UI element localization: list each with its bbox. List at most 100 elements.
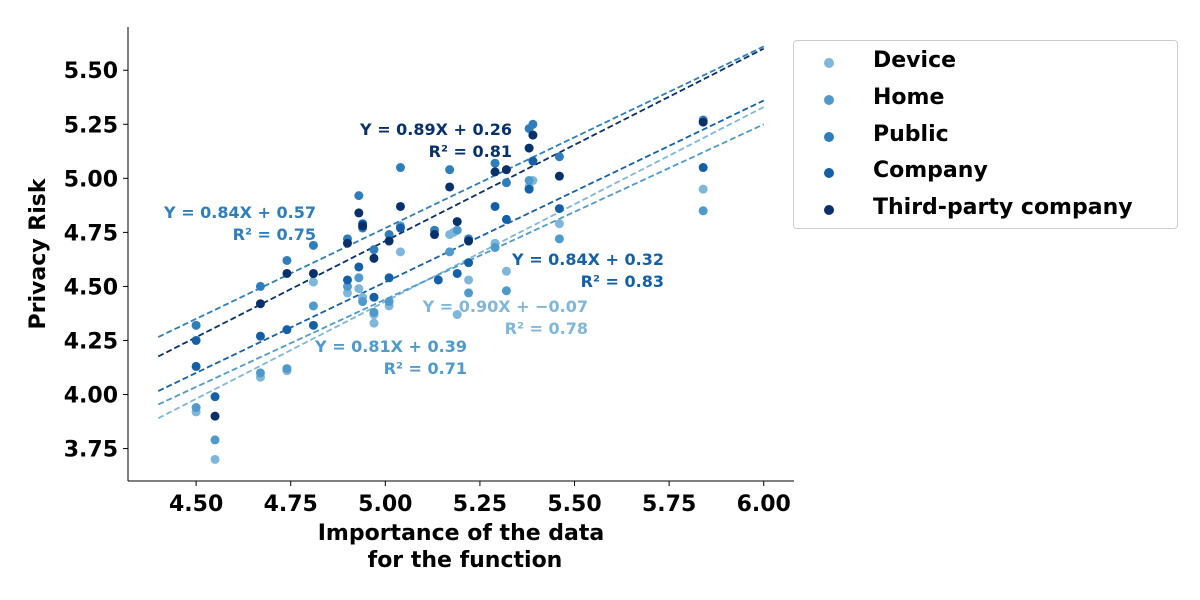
- point-public: [282, 255, 292, 265]
- point-third-party-company: [358, 221, 368, 231]
- point-home: [384, 297, 394, 307]
- legend: Device Home Public Company Third-party c…: [793, 40, 1178, 229]
- point-device: [554, 219, 564, 229]
- point-public: [490, 158, 500, 168]
- point-public: [554, 152, 564, 162]
- point-public: [308, 240, 318, 250]
- point-public: [384, 230, 394, 240]
- x-axis-label-line2: for the function: [368, 548, 563, 573]
- point-third-party-company: [464, 236, 474, 246]
- legend-item-home: Home: [794, 83, 1177, 117]
- y-tick-label: 3.75: [64, 438, 118, 463]
- legend-label-public: Public: [873, 122, 949, 147]
- y-tick-label: 4.00: [64, 384, 118, 409]
- point-device: [395, 247, 405, 257]
- point-company: [528, 156, 538, 166]
- point-public: [528, 119, 538, 129]
- data-points: [191, 115, 708, 464]
- point-company: [554, 204, 564, 214]
- legend-label-third-party-company: Third-party company: [873, 195, 1133, 220]
- fit-equation-home: Y = 0.81X + 0.39: [314, 337, 467, 356]
- x-axis-label-line1: Importance of the data: [318, 521, 605, 546]
- y-tick-label: 5.50: [64, 59, 118, 84]
- legend-marker-third-party-company: [824, 205, 834, 215]
- point-public: [191, 320, 201, 330]
- fit-equation-third-party-company: Y = 0.89X + 0.26: [359, 120, 512, 139]
- point-public: [395, 163, 405, 173]
- point-device: [210, 454, 220, 464]
- point-third-party-company: [445, 182, 455, 192]
- legend-label-company: Company: [873, 158, 988, 183]
- x-ticks: 4.50 4.75 5.00 5.25 5.50 5.75 6.00: [169, 481, 791, 517]
- point-third-party-company: [524, 143, 534, 153]
- point-company: [698, 163, 708, 173]
- y-ticks: 3.75 4.00 4.25 4.50 4.75 5.00 5.25 5.50: [64, 59, 128, 463]
- fit-r2-public: R² = 0.75: [233, 225, 316, 244]
- fit-r2-third-party-company: R² = 0.81: [429, 142, 512, 161]
- point-third-party-company: [308, 268, 318, 278]
- point-third-party-company: [342, 238, 352, 248]
- point-device: [354, 284, 364, 294]
- point-third-party-company: [430, 230, 440, 240]
- point-company: [210, 392, 220, 402]
- point-home: [452, 225, 462, 235]
- legend-marker-public: [824, 132, 834, 142]
- point-device: [698, 184, 708, 194]
- point-home: [308, 301, 318, 311]
- fit-line-company: [157, 99, 765, 392]
- y-tick-label: 5.00: [64, 167, 118, 192]
- legend-item-public: Public: [794, 120, 1177, 154]
- fit-equations: Y = 0.90X + −0.07 R² = 0.78 Y = 0.81X + 0.…: [163, 120, 664, 378]
- y-tick-label: 4.25: [64, 329, 118, 354]
- x-tick-label: 6.00: [737, 492, 791, 517]
- point-home: [342, 281, 352, 291]
- point-company: [384, 273, 394, 283]
- point-third-party-company: [698, 117, 708, 127]
- point-home: [501, 286, 511, 296]
- point-home: [554, 234, 564, 244]
- point-company: [191, 361, 201, 371]
- fit-r2-device: R² = 0.78: [505, 319, 588, 338]
- point-public: [255, 281, 265, 291]
- axes: [127, 27, 794, 482]
- point-third-party-company: [395, 201, 405, 211]
- point-company: [354, 262, 364, 272]
- point-company: [490, 201, 500, 211]
- point-home: [524, 175, 534, 185]
- fit-line-home: [157, 123, 765, 406]
- point-third-party-company: [452, 217, 462, 227]
- point-device: [342, 288, 352, 298]
- y-tick-label: 4.75: [64, 221, 118, 246]
- point-company: [369, 292, 379, 302]
- point-third-party-company: [528, 130, 538, 140]
- point-home: [191, 402, 201, 412]
- point-company: [433, 275, 443, 285]
- x-tick-label: 4.50: [169, 492, 223, 517]
- fit-equation-public: Y = 0.84X + 0.57: [163, 203, 316, 222]
- legend-marker-company: [824, 168, 834, 178]
- point-home: [358, 297, 368, 307]
- point-company: [282, 325, 292, 335]
- x-tick-label: 5.25: [453, 492, 507, 517]
- point-home: [255, 368, 265, 378]
- point-device: [452, 310, 462, 320]
- point-company: [342, 275, 352, 285]
- legend-item-device: Device: [794, 46, 1177, 80]
- point-third-party-company: [255, 299, 265, 309]
- point-home: [445, 247, 455, 257]
- fit-equation-company: Y = 0.84X + 0.32: [511, 250, 664, 269]
- point-device: [464, 275, 474, 285]
- legend-label-home: Home: [873, 85, 945, 110]
- legend-item-company: Company: [794, 156, 1177, 190]
- point-public: [354, 191, 364, 201]
- point-home: [354, 273, 364, 283]
- point-third-party-company: [384, 236, 394, 246]
- y-tick-label: 5.25: [64, 113, 118, 138]
- legend-item-third-party-company: Third-party company: [794, 193, 1177, 227]
- fit-line-device: [157, 106, 765, 420]
- point-company: [464, 258, 474, 268]
- point-third-party-company: [282, 268, 292, 278]
- point-device: [369, 318, 379, 328]
- point-home: [490, 243, 500, 253]
- point-company: [452, 268, 462, 278]
